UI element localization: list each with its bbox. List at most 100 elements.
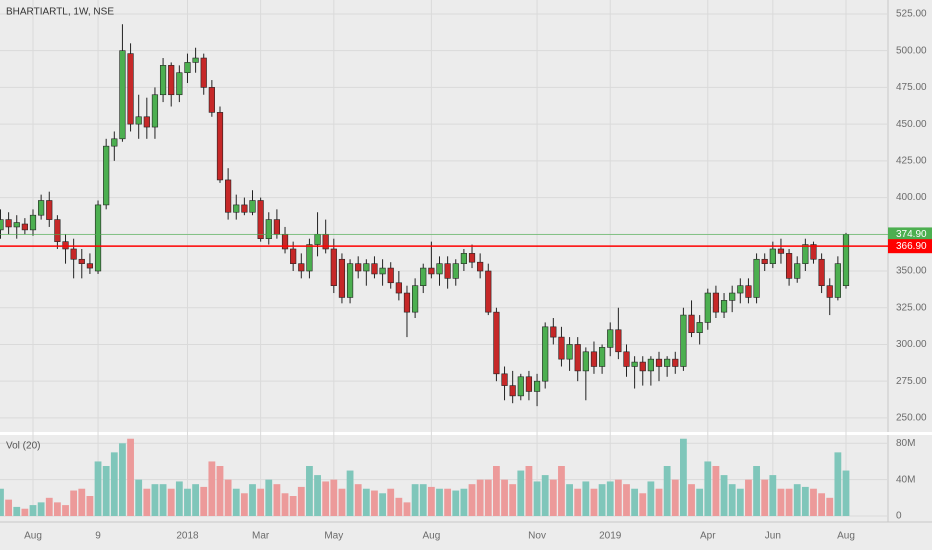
volume-bar xyxy=(818,493,826,516)
candle-body xyxy=(257,200,264,239)
candle-body xyxy=(5,219,12,228)
candle-body xyxy=(785,253,793,279)
candle-body xyxy=(720,300,728,313)
candle-body xyxy=(542,326,549,382)
x-tick-label: Aug xyxy=(422,531,440,542)
volume-bar xyxy=(167,488,175,516)
x-tick-label: Aug xyxy=(24,531,42,542)
volume-bar xyxy=(574,488,582,516)
candle-body xyxy=(208,87,215,113)
candle-body xyxy=(241,204,248,213)
volume-bar xyxy=(533,481,541,516)
volume-bar xyxy=(240,493,248,516)
candle-body xyxy=(672,358,679,367)
candle-body xyxy=(111,138,118,147)
candle-body xyxy=(810,244,817,260)
x-tick-label: Mar xyxy=(252,531,270,542)
candle-body xyxy=(70,248,77,260)
candle-body xyxy=(639,361,646,372)
volume-bar xyxy=(436,488,443,516)
volume-bar xyxy=(647,481,655,516)
volume-bar xyxy=(306,466,313,516)
candle-body xyxy=(745,285,752,298)
last-price-label: 374.90 xyxy=(896,229,927,240)
volume-bar xyxy=(78,488,86,516)
volume-bar xyxy=(460,488,468,516)
volume-bar xyxy=(110,452,118,516)
volume-bar xyxy=(517,470,525,516)
candle-body xyxy=(412,285,419,313)
candle-body xyxy=(590,351,598,367)
candle-body xyxy=(631,361,638,367)
candle-body xyxy=(379,267,386,275)
candle-body xyxy=(38,200,45,216)
candle-body xyxy=(62,241,69,250)
candle-body xyxy=(615,329,622,353)
candle-body xyxy=(444,263,451,279)
volume-bar xyxy=(663,466,671,516)
volume-bar xyxy=(387,488,395,516)
candle-body xyxy=(704,292,711,323)
candle-body xyxy=(314,233,321,245)
volume-bar xyxy=(566,484,573,516)
candle-body xyxy=(712,292,720,313)
candle-body xyxy=(477,261,484,272)
x-tick-label: 9 xyxy=(95,531,101,542)
volume-bar xyxy=(468,484,476,516)
candle-body xyxy=(403,292,411,313)
volume-bar xyxy=(322,481,330,516)
volume-bar xyxy=(62,505,69,516)
volume-bar xyxy=(696,488,704,516)
candle-body xyxy=(558,336,565,360)
candle-body xyxy=(176,72,183,96)
volume-bar xyxy=(411,484,419,516)
volume-bar xyxy=(712,466,720,516)
candle-body xyxy=(371,263,378,275)
volume-bar xyxy=(184,488,191,516)
candle-body xyxy=(395,282,402,294)
volume-bar xyxy=(232,488,240,516)
candle-body xyxy=(647,358,654,372)
volume-bar xyxy=(671,479,679,516)
candle-body xyxy=(143,116,150,128)
candle-body xyxy=(501,373,508,386)
volume-bar xyxy=(216,466,224,516)
volume-bar xyxy=(338,488,346,516)
candle-body xyxy=(94,204,102,272)
volume-bar xyxy=(314,475,321,516)
volume-bar xyxy=(590,488,598,516)
x-tick-label: 2018 xyxy=(176,531,199,542)
candle-body xyxy=(135,116,142,125)
volume-bar xyxy=(842,470,850,516)
candle-body xyxy=(0,219,4,231)
volume-bar xyxy=(745,479,752,516)
candle-body xyxy=(550,326,557,338)
candle-body xyxy=(623,351,630,367)
volume-bar xyxy=(403,502,411,516)
volume-bar xyxy=(484,479,492,516)
candle-body xyxy=(233,204,240,213)
candle-body xyxy=(192,57,199,63)
candle-body xyxy=(338,258,346,298)
x-tick-label: Apr xyxy=(700,531,716,542)
y-tick-label: 525.00 xyxy=(896,9,927,20)
volume-bar xyxy=(427,486,435,516)
volume-bar xyxy=(793,484,801,516)
last-price-box xyxy=(888,227,932,242)
x-tick-label: May xyxy=(324,531,343,542)
volume-bar xyxy=(582,481,590,516)
volume-bar xyxy=(371,490,378,516)
candle-body xyxy=(607,329,614,348)
volume-bar xyxy=(493,466,500,516)
candle-body xyxy=(493,311,500,375)
volume-bar xyxy=(45,497,53,516)
volume-bar xyxy=(330,479,338,516)
volume-bar xyxy=(639,493,647,516)
candle-body xyxy=(168,65,175,96)
volume-bar xyxy=(834,452,842,516)
volume-bar xyxy=(753,466,760,516)
candle-body xyxy=(151,94,159,128)
volume-bar xyxy=(29,505,37,516)
